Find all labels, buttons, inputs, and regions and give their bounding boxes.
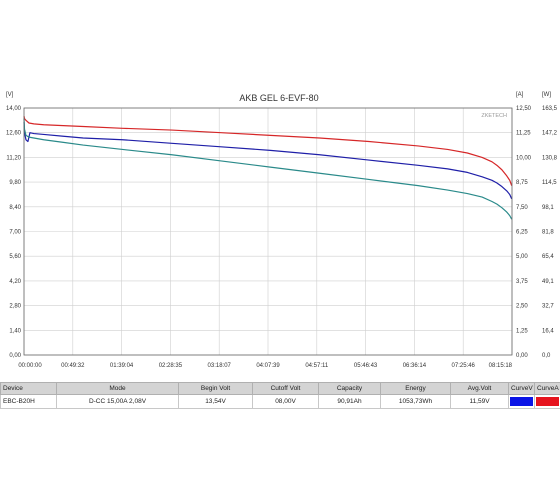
series-line-2	[23, 122, 513, 200]
header-energy: Energy	[380, 382, 451, 395]
right-2-tick-label: 114,5	[542, 180, 557, 186]
right-2-tick-label: 65,4	[542, 254, 554, 260]
series-line-3	[23, 118, 513, 220]
curve-v-swatch[interactable]	[508, 394, 535, 409]
right-1-tick-label: 3,75	[516, 279, 528, 285]
value-capacity: 90,91Ah	[318, 394, 381, 409]
discharge-chart: AKB GEL 6-EVF-80 ZKETECH [V] [A] [W] 14,…	[6, 92, 558, 369]
left-tick-label: 9,80	[9, 180, 21, 186]
series-line-1	[23, 116, 513, 186]
right-2-tick-label: 163,5	[542, 106, 558, 112]
value-energy: 1053,73Wh	[380, 394, 451, 409]
right-2-tick-label: 98,1	[542, 205, 554, 211]
left-tick-label: 4,20	[9, 279, 21, 285]
x-tick-label: 05:46:43	[354, 363, 378, 369]
right-1-tick-label: 10,00	[516, 155, 532, 161]
header-curve-a: CurveA	[534, 382, 560, 395]
right-2-tick-label: 0,0	[542, 353, 551, 359]
right-1-tick-label: 2,50	[516, 304, 528, 310]
value-mode: D-CC 15,00A 2,08V	[56, 394, 179, 409]
chart-title: AKB GEL 6-EVF-80	[239, 93, 318, 103]
value-device: EBC-B20H	[0, 394, 57, 409]
header-cutoff-volt: Cutoff Volt	[252, 382, 319, 395]
header-device: Device	[0, 382, 57, 395]
x-tick-label: 00:49:32	[61, 363, 85, 369]
left-tick-label: 0,00	[9, 353, 21, 359]
left-tick-label: 1,40	[9, 328, 21, 334]
left-tick-label: 8,40	[9, 205, 21, 211]
right-2-tick-label: 16,4	[542, 328, 554, 334]
right-2-tick-label: 49,1	[542, 279, 554, 285]
right-1-tick-label: 6,25	[516, 230, 528, 236]
chart-grid	[23, 107, 513, 356]
right-1-tick-label: 8,75	[516, 180, 528, 186]
chart-tick-labels: 14,00 12,50 163,5 12,60 11,25 147,2 11,20 10,00…	[6, 106, 558, 369]
header-avg-volt: Avg.Volt	[450, 382, 509, 395]
x-tick-label: 01:39:04	[110, 363, 134, 369]
left-tick-label: 11,20	[6, 155, 21, 161]
x-tick-label: 06:36:14	[403, 363, 427, 369]
x-tick-label: 02:28:35	[159, 363, 183, 369]
x-tick-label: 07:25:46	[452, 363, 476, 369]
x-tick-label: 04:57:11	[305, 363, 329, 369]
curve-v-color	[510, 397, 533, 406]
curve-a-swatch[interactable]	[534, 394, 560, 409]
left-tick-label: 2,80	[9, 304, 21, 310]
right-1-tick-label: 0,00	[516, 353, 528, 359]
value-avg-volt: 11,59V	[450, 394, 509, 409]
right-1-tick-label: 1,25	[516, 328, 528, 334]
x-tick-label: 04:07:39	[256, 363, 280, 369]
right-2-tick-label: 32,7	[542, 304, 554, 310]
watermark: ZKETECH	[481, 113, 507, 119]
right-1-tick-label: 7,50	[516, 205, 528, 211]
right-2-tick-label: 130,8	[542, 155, 558, 161]
x-tick-label: 03:18:07	[208, 363, 232, 369]
value-cutoff-volt: 08,00V	[252, 394, 319, 409]
header-begin-volt: Begin Volt	[178, 382, 253, 395]
left-tick-label: 12,60	[6, 131, 22, 137]
value-begin-volt: 13,54V	[178, 394, 253, 409]
x-tick-label: 00:00:00	[18, 363, 42, 369]
header-capacity: Capacity	[318, 382, 381, 395]
right-1-tick-label: 12,50	[516, 106, 532, 112]
chart-series	[23, 116, 513, 220]
left-tick-label: 5,60	[9, 254, 21, 260]
curve-a-color	[536, 397, 559, 406]
right-axis-2-unit: [W]	[542, 92, 551, 98]
left-axis-unit: [V]	[6, 92, 14, 98]
right-axis-1-unit: [A]	[516, 92, 524, 98]
right-2-tick-label: 147,2	[542, 131, 558, 137]
left-tick-label: 14,00	[6, 106, 22, 112]
right-2-tick-label: 81,8	[542, 230, 554, 236]
plot-frame	[23, 107, 513, 356]
left-tick-label: 7,00	[9, 230, 21, 236]
header-mode: Mode	[56, 382, 179, 395]
right-1-tick-label: 11,25	[516, 131, 531, 137]
info-table: Device Mode Begin Volt Cutoff Volt Capac…	[0, 382, 560, 409]
right-1-tick-label: 5,00	[516, 254, 528, 260]
x-tick-label: 08:15:18	[489, 363, 513, 369]
header-curve-v: CurveV	[508, 382, 535, 395]
